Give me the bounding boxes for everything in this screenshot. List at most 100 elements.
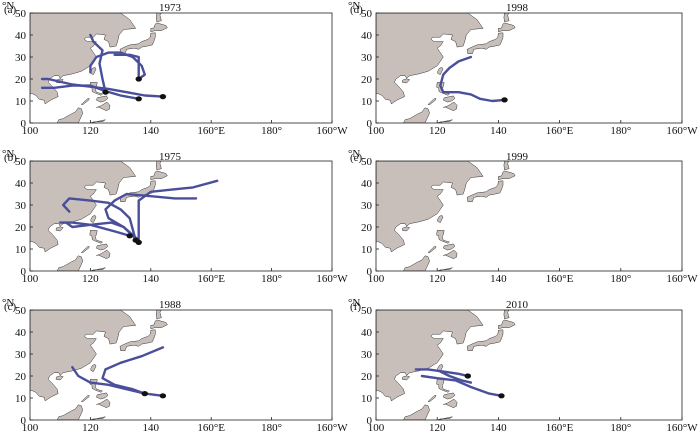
panel-e-landmass-11 — [437, 267, 453, 271]
panel-b-lon-tick-label-5: 160°W — [316, 273, 348, 285]
panel-c-lon-tick-label-3: 160°E — [197, 422, 225, 434]
panel-b-landmass-10 — [56, 255, 84, 271]
panel-d-landmass-11 — [437, 119, 453, 123]
panel-f-tracks — [414, 368, 505, 399]
panel-d-lat-tick-label-0: 0 — [367, 118, 373, 130]
panel-c-tracks — [71, 346, 167, 399]
panel-d-lon-tick-label-4: 180° — [610, 125, 631, 137]
panel-b-lon-tick-label-0: 100 — [22, 273, 39, 285]
panel-c-landmass-6 — [89, 379, 104, 393]
panel-f-year: 2010 — [506, 299, 529, 311]
panel-e-landmass-10 — [403, 255, 430, 271]
panel-a-genesis-point-3 — [102, 89, 109, 95]
panel-e-landmass-1 — [466, 180, 504, 202]
panel-f-north-label: °N — [348, 297, 360, 309]
panel-c-landmass-7 — [96, 398, 111, 408]
panel-c-letter: (c) — [4, 301, 17, 313]
panel-c-landmass-1 — [119, 329, 156, 351]
panel-d-lat-tick-label-1: 10 — [361, 96, 373, 108]
panel-c-lat-tick-label-3: 30 — [15, 349, 27, 361]
panel-e-north-label: °N — [348, 148, 360, 160]
panel-f-landmass-9 — [427, 395, 437, 402]
panel-b-landmass-3 — [155, 161, 162, 171]
panel-b-landmass-5 — [55, 226, 64, 232]
panel-f-landmass-7 — [443, 398, 458, 408]
panel-f-lon-tick-label-0: 100 — [368, 422, 385, 434]
panel-b-ticks: 100 120 140 160°E 180° 160°W 0 10 20 30 40 50 — [15, 156, 348, 285]
panel-b-landmass-11 — [90, 267, 106, 271]
panel-d-landmass-7 — [443, 101, 458, 111]
panel-a-lon-tick-label-3: 160°E — [197, 125, 225, 137]
panel-d-lon-tick-label-1: 120 — [429, 125, 446, 137]
panel-f-land — [376, 310, 516, 420]
panel-a-landmass-3 — [155, 13, 162, 23]
panel-f-map — [376, 310, 516, 420]
panel-e-lat-tick-label-1: 10 — [361, 244, 373, 256]
panel-a-track-1 — [40, 84, 140, 100]
panel-e-frame — [375, 160, 683, 272]
panel-e-ticks: 100 120 140 160°E 180° 160°W 0 10 20 30 40 50 — [361, 156, 698, 285]
panel-c-landmass-11 — [90, 416, 106, 420]
panel-d-landmass-0 — [376, 13, 484, 105]
panel-f-track-1 — [414, 368, 469, 378]
panel-e-landmass-5 — [402, 226, 411, 232]
panel-a-lon-tick-label-5: 160°W — [316, 125, 348, 137]
panel-c-land — [30, 310, 168, 420]
panel-d-genesis-point-0 — [501, 97, 508, 103]
panel-d-north-label: °N — [348, 0, 360, 12]
panel-b-lat-tick-label-1: 10 — [15, 244, 27, 256]
panel-d-landmass-5 — [402, 78, 411, 84]
panel-b-lat-tick-label-4: 40 — [15, 178, 27, 190]
panel-d-lat-tick-label-3: 30 — [361, 52, 373, 64]
panel-e-landmass-4 — [437, 214, 444, 223]
panel-d-letter: (d) — [350, 4, 363, 16]
panel-f-landmass-5 — [402, 375, 411, 381]
panel-f-lon-tick-label-5: 160°W — [666, 422, 698, 434]
panel-b-genesis-point-1 — [132, 237, 139, 243]
panel-c-genesis-point-1 — [141, 391, 148, 397]
panel-f-lon-tick-label-3: 160°E — [546, 422, 574, 434]
panel-e-landmass-0 — [376, 161, 484, 253]
panel-b-tracks — [59, 179, 219, 245]
panel-e-lon-tick-label-3: 160°E — [546, 273, 574, 285]
panel-c-lat-tick-label-2: 20 — [15, 371, 27, 383]
panel-b-lat-tick-label-3: 30 — [15, 200, 27, 212]
panel-b-frame — [29, 160, 333, 272]
panel-a-ticks: 100 120 140 160°E 180° 160°W 0 10 20 30 40 50 — [15, 8, 348, 137]
panel-a-track-4 — [113, 53, 140, 81]
panel-d-lat-tick-label-2: 20 — [361, 74, 373, 86]
panel-b-land — [30, 161, 168, 271]
panel-d-landmass-9 — [427, 98, 437, 105]
panel-b-year: 1975 — [159, 151, 182, 163]
panel-d-year: 1998 — [506, 2, 529, 14]
panel-e-land — [376, 161, 516, 271]
panel-b-landmass-8 — [96, 243, 109, 251]
panel-d-landmass-2 — [498, 22, 516, 33]
panel-f-lon-tick-label-1: 120 — [429, 422, 446, 434]
panel-d-lon-tick-label-2: 140 — [490, 125, 507, 137]
panel-c-ticks: 100 120 140 160°E 180° 160°W 0 10 20 30 40 50 — [15, 305, 348, 434]
panel-f-lat-tick-label-2: 20 — [361, 371, 373, 383]
panel-e-lat-tick-label-4: 40 — [361, 178, 373, 190]
panel-a-track-2 — [89, 51, 146, 81]
panel-f-lat-tick-label-5: 50 — [361, 305, 373, 317]
panel-c-landmass-9 — [80, 395, 90, 402]
panel-f-track-2 — [439, 370, 473, 384]
panel-b-map — [30, 161, 219, 271]
panel-f-letter: (f) — [350, 301, 361, 313]
panel-d-land — [376, 13, 516, 123]
panel-c-north-label: °N — [2, 297, 14, 309]
panel-b-lon-tick-label-3: 160°E — [197, 273, 225, 285]
panel-a-year: 1973 — [159, 2, 182, 14]
panel-e-map — [376, 161, 516, 271]
panel-a-landmass-1 — [119, 32, 156, 54]
panel-b-lon-tick-label-4: 180° — [261, 273, 282, 285]
panel-c-lat-tick-label-0: 0 — [21, 415, 27, 427]
panel-a-lat-tick-label-0: 0 — [21, 118, 27, 130]
panel-c-genesis-point-0 — [159, 393, 167, 399]
panel-f-lon-tick-label-4: 180° — [610, 422, 631, 434]
panel-a-map — [30, 13, 168, 123]
panel-e-lon-tick-label-4: 180° — [610, 273, 631, 285]
panel-b-landmass-9 — [80, 246, 90, 253]
panel-b-lat-tick-label-2: 20 — [15, 222, 27, 234]
